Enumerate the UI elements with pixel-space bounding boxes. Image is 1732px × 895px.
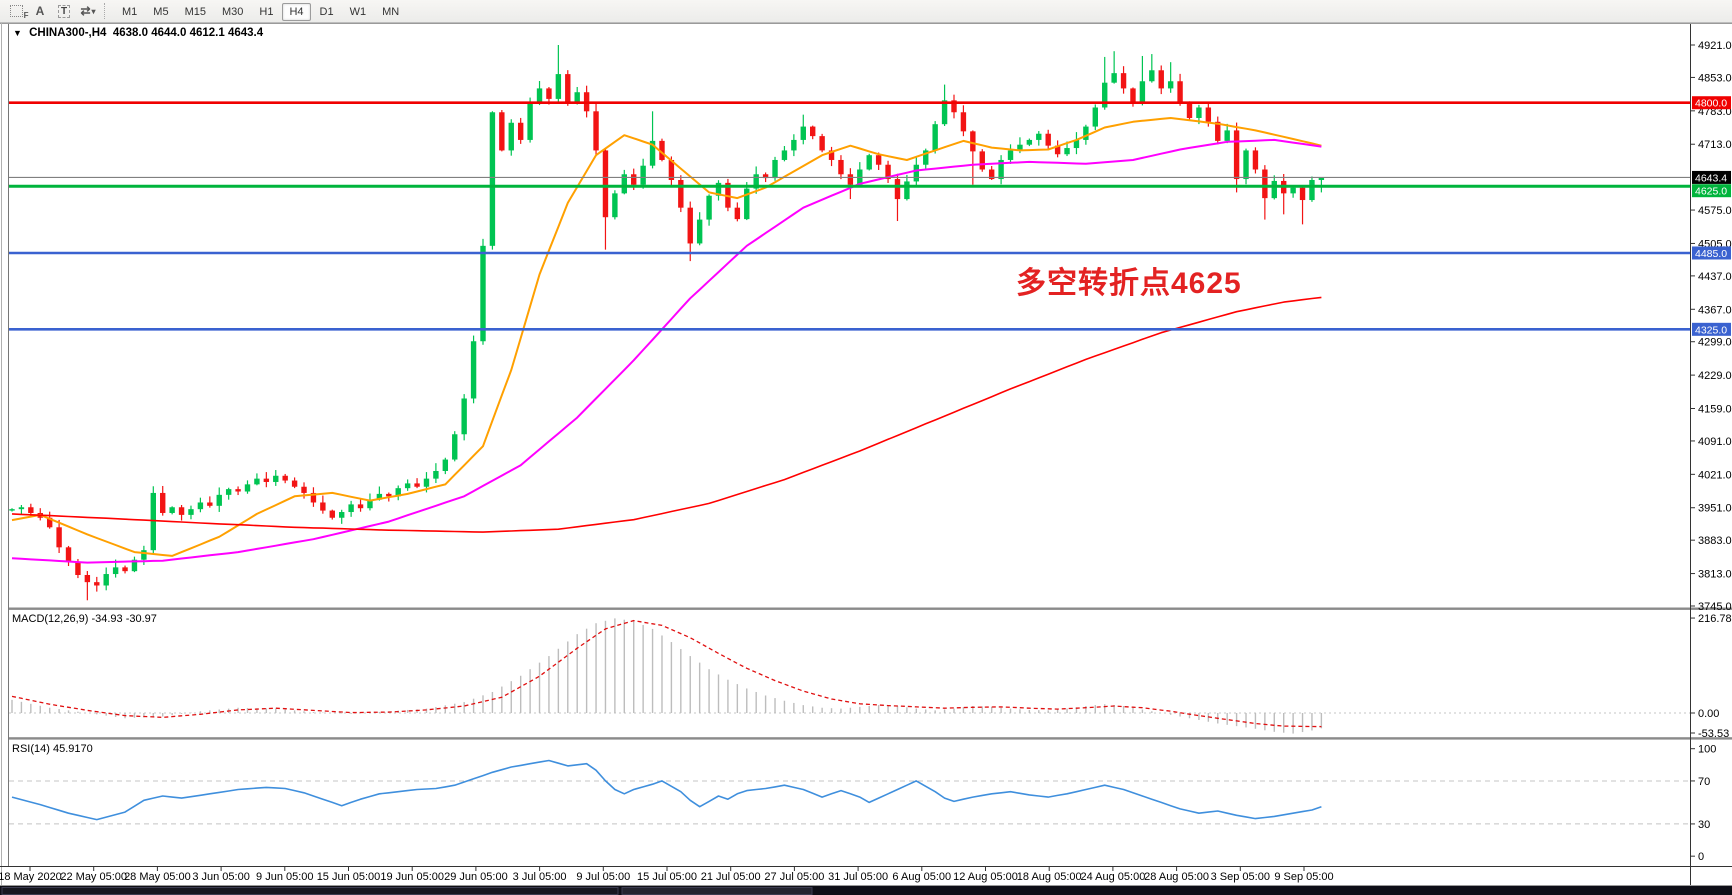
svg-text:18 May 2020: 18 May 2020: [0, 871, 62, 883]
svg-text:4091.0: 4091.0: [1698, 436, 1732, 448]
svg-text:9 Sep 05:00: 9 Sep 05:00: [1274, 871, 1333, 883]
symbol-info-line[interactable]: ▼ CHINA300-,H4 4638.0 4644.0 4612.1 4643…: [13, 27, 263, 39]
svg-text:4800.0: 4800.0: [1695, 98, 1727, 110]
svg-text:3813.0: 3813.0: [1698, 569, 1732, 581]
svg-text:4625.0: 4625.0: [1695, 186, 1727, 198]
svg-text:4159.0: 4159.0: [1698, 404, 1732, 416]
svg-text:19 Jun 05:00: 19 Jun 05:00: [380, 871, 444, 883]
svg-text:6 Aug 05:00: 6 Aug 05:00: [892, 871, 951, 883]
svg-text:4367.0: 4367.0: [1698, 304, 1732, 316]
chart-text-annotation[interactable]: 多空转折点4625: [1016, 267, 1242, 300]
insert-text-icon[interactable]: A: [35, 4, 45, 18]
timeframe-button-m5[interactable]: M5: [153, 6, 169, 18]
svg-text:27 Jul 05:00: 27 Jul 05:00: [764, 871, 824, 883]
svg-text:3 Sep 05:00: 3 Sep 05:00: [1211, 871, 1270, 883]
svg-text:4853.0: 4853.0: [1698, 72, 1732, 84]
svg-text:216.78: 216.78: [1698, 613, 1732, 625]
timeframe-button-m30[interactable]: M30: [221, 6, 244, 18]
svg-text:4485.0: 4485.0: [1695, 248, 1727, 260]
rsi-indicator-label: RSI(14) 45.9170: [12, 743, 93, 755]
svg-text:28 Aug 05:00: 28 Aug 05:00: [1144, 871, 1209, 883]
svg-text:4437.0: 4437.0: [1698, 271, 1732, 283]
toolbar: F A T ⇄ ▾ M1 M5 M15 M30 H1 H4 D1 W1 MN: [0, 0, 1732, 23]
grid-glyph: F: [9, 5, 29, 20]
svg-text:24 Aug 05:00: 24 Aug 05:00: [1080, 871, 1145, 883]
svg-text:15 Jul 05:00: 15 Jul 05:00: [637, 871, 697, 883]
svg-text:29 Jun 05:00: 29 Jun 05:00: [444, 871, 508, 883]
svg-text:9 Jul 05:00: 9 Jul 05:00: [576, 871, 630, 883]
chevron-down-icon[interactable]: ▾: [91, 6, 96, 16]
svg-text:22 May 05:00: 22 May 05:00: [60, 871, 127, 883]
svg-text:4229.0: 4229.0: [1698, 370, 1732, 382]
timeframe-button-w1[interactable]: W1: [349, 6, 367, 18]
svg-text:30: 30: [1698, 819, 1710, 831]
svg-text:-53.53: -53.53: [1698, 728, 1729, 740]
timeframe-button-m15[interactable]: M15: [184, 6, 206, 18]
svg-text:4575.0: 4575.0: [1698, 205, 1732, 217]
timeframe-button-m1[interactable]: M1: [122, 6, 138, 18]
svg-text:0.00: 0.00: [1698, 708, 1719, 720]
t-glyph: T: [57, 4, 71, 18]
svg-text:28 May 05:00: 28 May 05:00: [124, 871, 191, 883]
collapse-triangle-icon[interactable]: ▼: [13, 28, 22, 38]
svg-text:4713.0: 4713.0: [1698, 139, 1732, 151]
chart-templates-icon[interactable]: F: [5, 1, 29, 21]
svg-text:3745.0: 3745.0: [1698, 601, 1732, 613]
svg-text:100: 100: [1698, 744, 1716, 756]
svg-text:3 Jul 05:00: 3 Jul 05:00: [513, 871, 567, 883]
svg-text:3883.0: 3883.0: [1698, 535, 1732, 547]
timeframe-button-h4[interactable]: H4: [282, 3, 311, 21]
symbol-name: CHINA300-,H4: [29, 27, 107, 39]
timeframe-button-d1[interactable]: D1: [319, 6, 334, 18]
svg-text:3951.0: 3951.0: [1698, 503, 1732, 515]
timeframe-button-h1[interactable]: H1: [259, 6, 274, 18]
svg-text:31 Jul 05:00: 31 Jul 05:00: [828, 871, 888, 883]
svg-text:0: 0: [1698, 851, 1704, 863]
arrow-tools-icon[interactable]: ⇄ ▾: [77, 1, 99, 21]
svg-text:15 Jun 05:00: 15 Jun 05:00: [317, 871, 381, 883]
timeframe-button-mn[interactable]: MN: [382, 6, 400, 18]
svg-text:18 Aug 05:00: 18 Aug 05:00: [1017, 871, 1082, 883]
svg-text:4325.0: 4325.0: [1695, 324, 1727, 336]
svg-text:3 Jun 05:00: 3 Jun 05:00: [192, 871, 250, 883]
svg-text:4643.4: 4643.4: [1695, 172, 1727, 184]
macd-indicator-label: MACD(12,26,9) -34.93 -30.97: [12, 613, 157, 625]
svg-text:12 Aug 05:00: 12 Aug 05:00: [953, 871, 1018, 883]
svg-text:70: 70: [1698, 776, 1710, 788]
svg-text:21 Jul 05:00: 21 Jul 05:00: [701, 871, 761, 883]
symbol-ohlc-values: 4638.0 4644.0 4612.1 4643.4: [112, 27, 264, 39]
svg-text:4021.0: 4021.0: [1698, 469, 1732, 481]
toolbar-separator: [104, 3, 110, 19]
timeframe-button-group: M1 M5 M15 M30 H1 H4 D1 W1 MN: [114, 2, 407, 21]
svg-text:9 Jun 05:00: 9 Jun 05:00: [256, 871, 314, 883]
arrows-glyph: ⇄: [80, 4, 91, 18]
svg-text:4921.0: 4921.0: [1698, 40, 1732, 52]
insert-label-icon[interactable]: T: [53, 1, 75, 21]
svg-text:4299.0: 4299.0: [1698, 337, 1732, 349]
